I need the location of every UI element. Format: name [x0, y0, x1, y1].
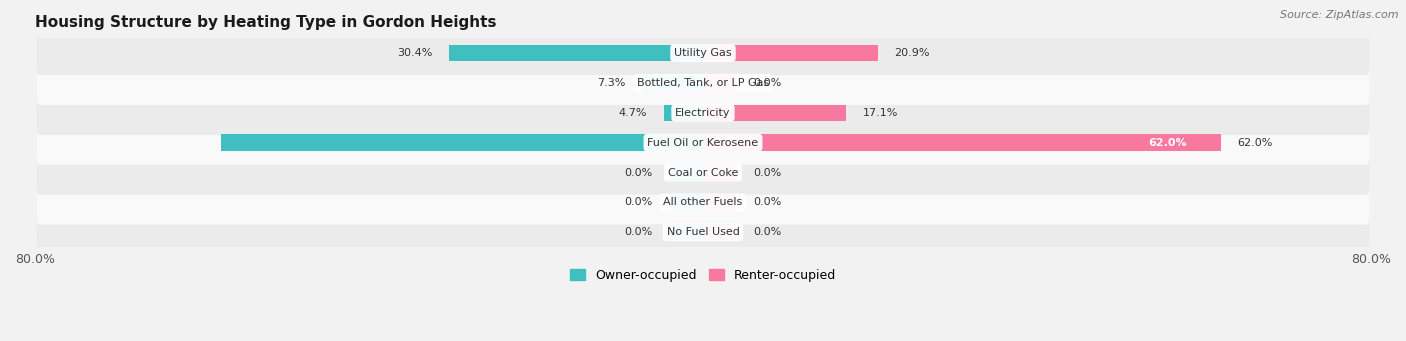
FancyBboxPatch shape: [37, 121, 1369, 165]
Bar: [221, 134, 703, 151]
Bar: [664, 105, 703, 121]
Text: 0.0%: 0.0%: [754, 197, 782, 207]
Text: Source: ZipAtlas.com: Source: ZipAtlas.com: [1281, 10, 1399, 20]
Bar: [703, 105, 846, 121]
Text: 7.3%: 7.3%: [598, 78, 626, 88]
Text: 0.0%: 0.0%: [624, 167, 652, 178]
Text: 0.0%: 0.0%: [754, 78, 782, 88]
Text: 0.0%: 0.0%: [754, 227, 782, 237]
Text: Utility Gas: Utility Gas: [675, 48, 731, 58]
FancyBboxPatch shape: [37, 61, 1369, 105]
Bar: [703, 224, 737, 240]
Bar: [703, 164, 737, 181]
Bar: [703, 75, 737, 91]
Bar: [643, 75, 703, 91]
Text: 4.7%: 4.7%: [619, 108, 647, 118]
Bar: [669, 224, 703, 240]
Text: All other Fuels: All other Fuels: [664, 197, 742, 207]
Bar: [669, 164, 703, 181]
Bar: [703, 45, 877, 61]
Text: Coal or Coke: Coal or Coke: [668, 167, 738, 178]
FancyBboxPatch shape: [37, 180, 1369, 224]
Text: 20.9%: 20.9%: [894, 48, 929, 58]
Text: 0.0%: 0.0%: [624, 227, 652, 237]
FancyBboxPatch shape: [37, 31, 1369, 75]
Bar: [449, 45, 703, 61]
Bar: [669, 194, 703, 211]
Bar: [703, 194, 737, 211]
FancyBboxPatch shape: [37, 210, 1369, 254]
Text: No Fuel Used: No Fuel Used: [666, 227, 740, 237]
Text: Electricity: Electricity: [675, 108, 731, 118]
Bar: [703, 134, 1220, 151]
Text: Fuel Oil or Kerosene: Fuel Oil or Kerosene: [647, 138, 759, 148]
Text: 0.0%: 0.0%: [624, 197, 652, 207]
Text: 0.0%: 0.0%: [754, 167, 782, 178]
Text: 62.0%: 62.0%: [1237, 138, 1272, 148]
Legend: Owner-occupied, Renter-occupied: Owner-occupied, Renter-occupied: [565, 264, 841, 287]
Text: 62.0%: 62.0%: [1149, 138, 1187, 148]
Text: 30.4%: 30.4%: [396, 48, 433, 58]
Text: Bottled, Tank, or LP Gas: Bottled, Tank, or LP Gas: [637, 78, 769, 88]
FancyBboxPatch shape: [37, 150, 1369, 195]
Text: Housing Structure by Heating Type in Gordon Heights: Housing Structure by Heating Type in Gor…: [35, 15, 496, 30]
Text: 17.1%: 17.1%: [862, 108, 898, 118]
FancyBboxPatch shape: [37, 91, 1369, 135]
